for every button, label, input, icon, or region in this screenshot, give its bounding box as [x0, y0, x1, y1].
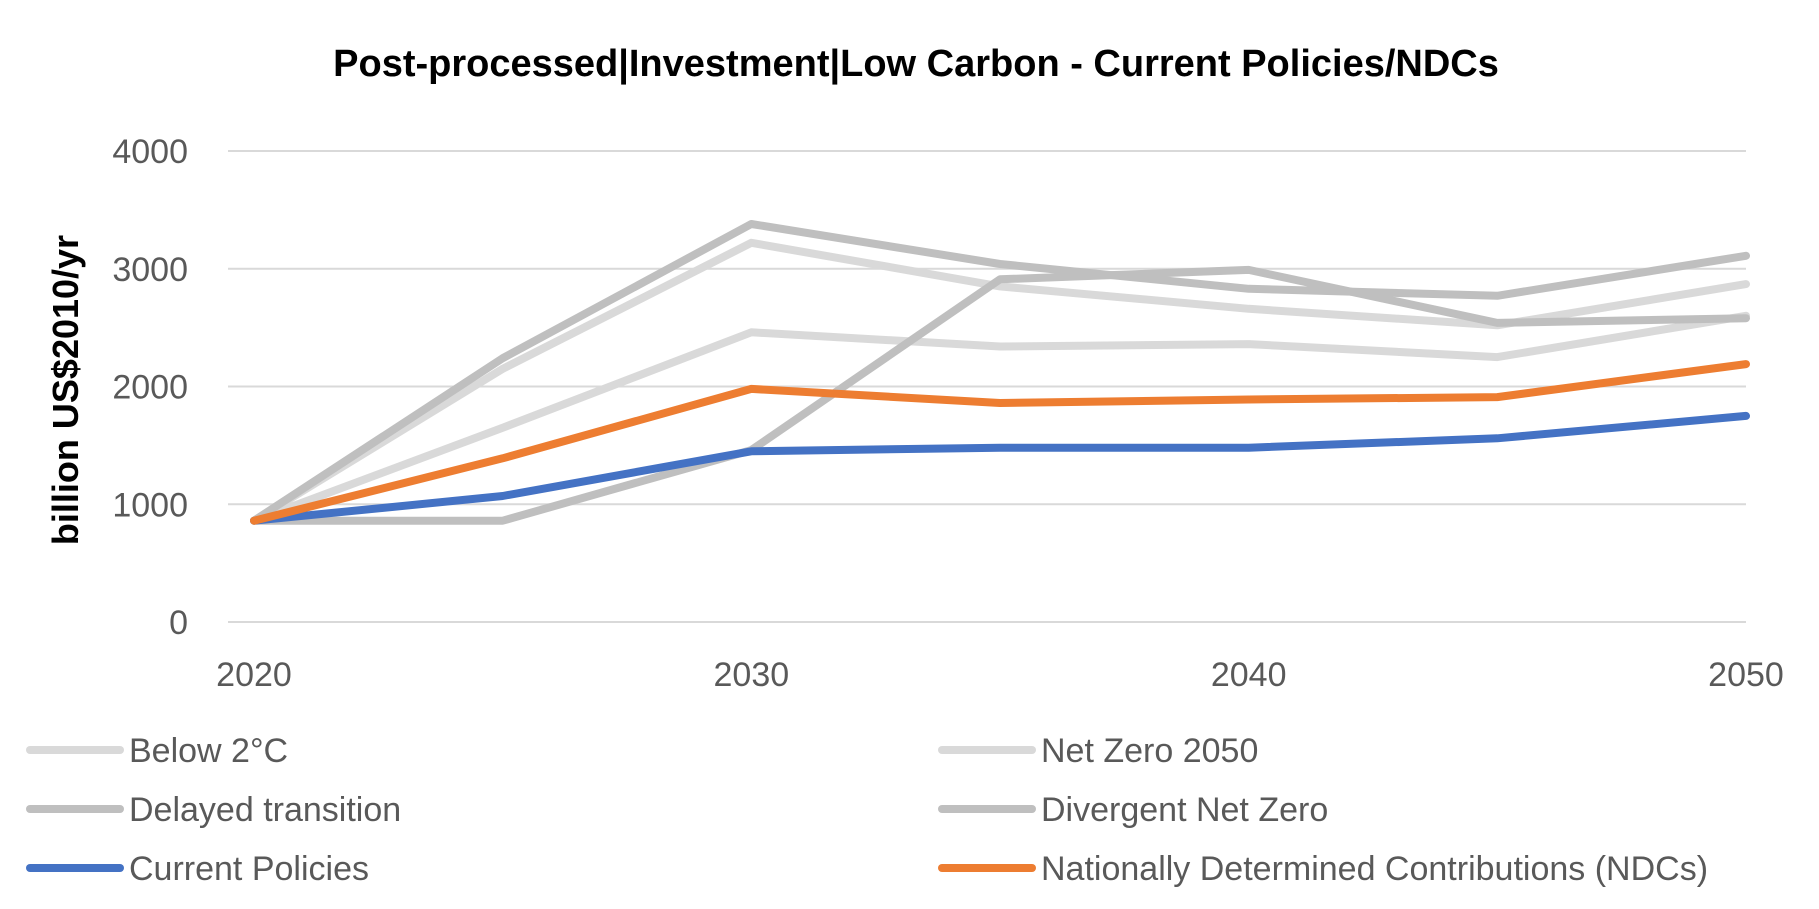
series-line-0 [250, 311, 1750, 525]
x-tick-label: 2040 [1211, 656, 1287, 694]
legend-item: Nationally Determined Contributions (NDC… [938, 850, 1708, 888]
series-line-5 [250, 360, 1750, 525]
x-tick-label: 2050 [1708, 656, 1784, 694]
x-axis-ticks: 2020 2030 2040 2050 [216, 656, 1784, 694]
series-line-4 [250, 411, 1750, 525]
y-tick-label: 3000 [112, 251, 188, 289]
legend-label: Divergent Net Zero [1041, 791, 1328, 829]
chart-title: Post-processed|Investment|Low Carbon - C… [333, 43, 1499, 85]
y-tick-label: 2000 [112, 369, 188, 407]
legend-label: Below 2°C [129, 732, 288, 770]
y-tick-label: 4000 [112, 133, 188, 171]
legend-item: Net Zero 2050 [938, 732, 1258, 770]
x-tick-label: 2030 [714, 656, 790, 694]
legend: Below 2°C Net Zero 2050 Delayed transition… [26, 732, 1708, 888]
series-line-3 [250, 220, 1750, 525]
legend-item: Current Policies [26, 850, 369, 888]
legend-label: Delayed transition [129, 791, 401, 829]
y-axis-label: billion US$2010/yr [45, 235, 86, 545]
legend-label: Nationally Determined Contributions (NDC… [1041, 850, 1708, 888]
series-line-2 [250, 265, 1750, 525]
series-line-1 [250, 238, 1750, 525]
y-axis-ticks: 0 1000 2000 3000 4000 [112, 133, 188, 642]
legend-item: Below 2°C [26, 732, 288, 770]
legend-label: Current Policies [129, 850, 369, 888]
legend-item: Delayed transition [26, 791, 401, 829]
legend-label: Net Zero 2050 [1041, 732, 1258, 770]
legend-item: Divergent Net Zero [938, 791, 1328, 829]
y-tick-label: 0 [169, 604, 188, 642]
y-tick-label: 1000 [112, 486, 188, 524]
x-tick-label: 2020 [216, 656, 292, 694]
series-lines [250, 220, 1750, 525]
